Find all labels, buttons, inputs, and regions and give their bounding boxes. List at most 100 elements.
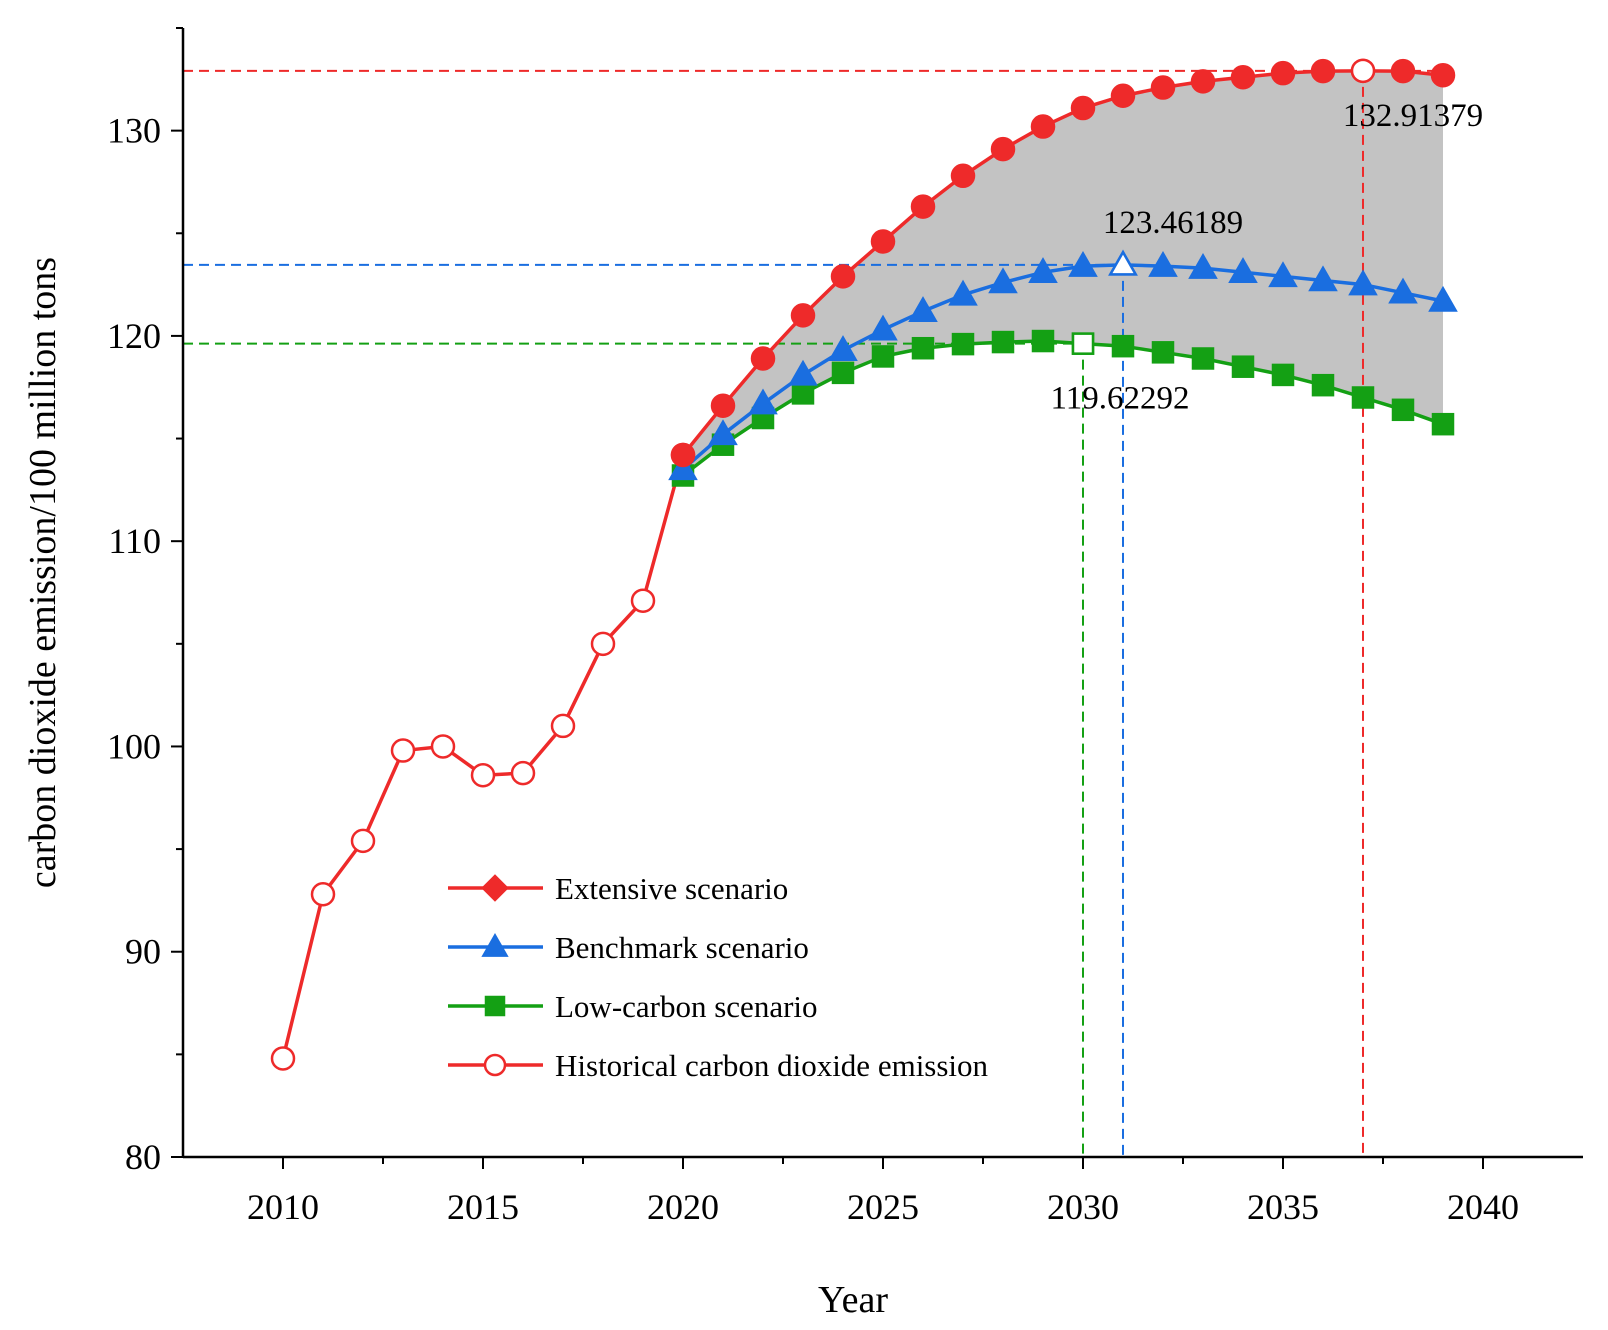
legend-item-benchmark-scenario: Benchmark scenario <box>448 930 809 965</box>
data-point <box>951 332 975 356</box>
data-point <box>470 762 496 788</box>
data-point <box>791 382 815 405</box>
data-point <box>1311 373 1335 397</box>
data-point <box>748 388 778 415</box>
series-historical-carbon-dioxide-emission <box>270 442 696 1071</box>
data-point <box>1391 398 1415 422</box>
data-point <box>1351 386 1375 409</box>
data-point <box>1030 114 1056 139</box>
data-point <box>1031 329 1055 353</box>
data-point <box>948 279 978 306</box>
legend-marker <box>481 932 509 957</box>
data-point <box>1231 355 1255 378</box>
data-point <box>510 760 536 786</box>
data-point <box>1028 257 1058 284</box>
data-point <box>668 454 698 481</box>
legend-marker <box>481 874 509 902</box>
data-point <box>1068 250 1098 277</box>
peak-marker <box>1071 332 1095 355</box>
data-point <box>1271 363 1295 387</box>
data-point <box>1070 95 1096 121</box>
data-point <box>910 194 936 219</box>
legend-marker <box>483 1053 507 1077</box>
data-point <box>1268 261 1298 288</box>
data-point <box>871 345 895 368</box>
series-extensive-scenario <box>670 58 1456 468</box>
legend-item-extensive-scenario: Extensive scenario <box>448 871 788 906</box>
data-point <box>708 419 738 446</box>
data-point <box>550 713 576 739</box>
data-point <box>1151 341 1175 364</box>
data-point <box>710 393 736 418</box>
x-tick-label: 2030 <box>1047 1187 1119 1227</box>
shaded-range-band <box>683 70 1443 476</box>
peak-value-label: 123.46189 <box>1103 205 1243 241</box>
x-tick-label: 2040 <box>1447 1187 1519 1227</box>
y-tick-label: 110 <box>108 521 161 561</box>
data-point <box>831 361 855 385</box>
data-point <box>1308 265 1338 292</box>
data-point <box>828 335 858 362</box>
x-tick-label: 2035 <box>1247 1187 1319 1227</box>
data-point <box>1190 69 1216 94</box>
data-point <box>911 336 935 360</box>
peak-value-label: 119.62292 <box>1050 381 1189 417</box>
data-point <box>950 163 976 189</box>
data-point <box>270 1046 296 1071</box>
y-tick-label: 130 <box>107 111 161 151</box>
data-point <box>1148 250 1178 277</box>
x-axis-title: Year <box>818 1279 888 1321</box>
data-point <box>830 264 856 289</box>
data-point <box>390 738 416 763</box>
series-line <box>281 454 685 1059</box>
data-point <box>1110 83 1136 108</box>
legend-label: Low-carbon scenario <box>555 989 818 1024</box>
data-point <box>1430 62 1456 88</box>
y-tick-label: 100 <box>107 726 161 766</box>
data-point <box>430 734 456 759</box>
x-tick-label: 2020 <box>647 1187 719 1227</box>
legend-marker <box>484 995 506 1017</box>
data-point <box>1191 347 1215 370</box>
y-tick-label: 80 <box>125 1137 161 1177</box>
y-axis-title: carbon dioxide emission/100 million tons <box>22 257 64 888</box>
data-point <box>670 442 696 468</box>
legend-label: Extensive scenario <box>555 871 788 906</box>
x-tick-label: 2025 <box>847 1187 919 1227</box>
data-point <box>1428 285 1458 312</box>
y-tick-label: 120 <box>107 316 161 356</box>
data-point <box>1390 58 1416 84</box>
data-point <box>788 359 818 386</box>
data-point <box>1228 257 1258 284</box>
data-point <box>630 588 656 613</box>
data-point <box>991 330 1015 354</box>
peak-value-label: 132.91379 <box>1343 98 1483 134</box>
data-point <box>1270 60 1296 86</box>
data-point <box>1188 252 1218 279</box>
data-point <box>1230 65 1256 90</box>
data-point <box>870 229 896 254</box>
data-point <box>1348 269 1378 296</box>
data-point <box>350 828 376 854</box>
data-point <box>1310 58 1336 84</box>
data-point <box>1388 277 1418 304</box>
data-point <box>1111 334 1135 358</box>
series-benchmark-scenario <box>668 249 1458 481</box>
data-point <box>988 267 1018 294</box>
data-point <box>1431 412 1455 436</box>
legend-label: Benchmark scenario <box>555 930 809 965</box>
data-point <box>790 303 816 328</box>
data-point <box>990 136 1016 162</box>
legend-item-low-carbon-scenario: Low-carbon scenario <box>448 989 818 1024</box>
legend-item-historical-carbon-dioxide-emission: Historical carbon dioxide emission <box>448 1048 989 1083</box>
y-tick-label: 90 <box>125 932 161 972</box>
peak-marker <box>1108 249 1138 276</box>
peak-marker <box>1350 58 1376 84</box>
data-point <box>868 314 898 341</box>
legend-label: Historical carbon dioxide emission <box>555 1048 989 1083</box>
x-tick-label: 2010 <box>247 1187 319 1227</box>
data-point <box>590 631 616 657</box>
x-tick-label: 2015 <box>447 1187 519 1227</box>
data-point <box>908 296 938 323</box>
